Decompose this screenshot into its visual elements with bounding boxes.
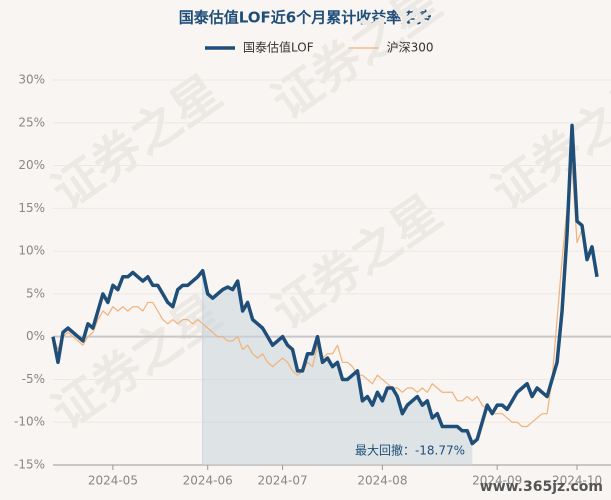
x-tick-label: 2024-05 [88,474,138,488]
y-tick-label: -5% [22,372,45,386]
x-tick-label: 2024-08 [357,474,407,488]
y-tick-label: -15% [14,458,45,472]
x-tick-label: 2024-09 [472,474,522,488]
x-tick-label: 2024-06 [183,474,233,488]
legend-label: 沪深300 [387,41,434,55]
y-tick-label: 20% [18,158,45,172]
y-tick-label: 10% [18,244,45,258]
series-line [51,123,599,446]
y-tick-label: -10% [14,415,45,429]
x-tick-label: 2024-10 [552,474,602,488]
annotation: 最大回撤：-18.77% [355,443,465,458]
series-line [52,164,598,428]
legend-label: 国泰估值LOF [243,40,314,55]
y-tick-label: 15% [18,201,45,215]
y-tick-label: 0% [26,329,45,343]
y-tick-label: 25% [18,115,45,129]
watermark-url: www.365jz.com [480,479,603,495]
y-tick-label: 30% [18,73,45,87]
x-tick-label: 2024-07 [258,474,308,488]
chart-title: 国泰估值LOF近6个月累计收益率走势 [179,9,431,27]
y-tick-label: 5% [26,286,45,300]
